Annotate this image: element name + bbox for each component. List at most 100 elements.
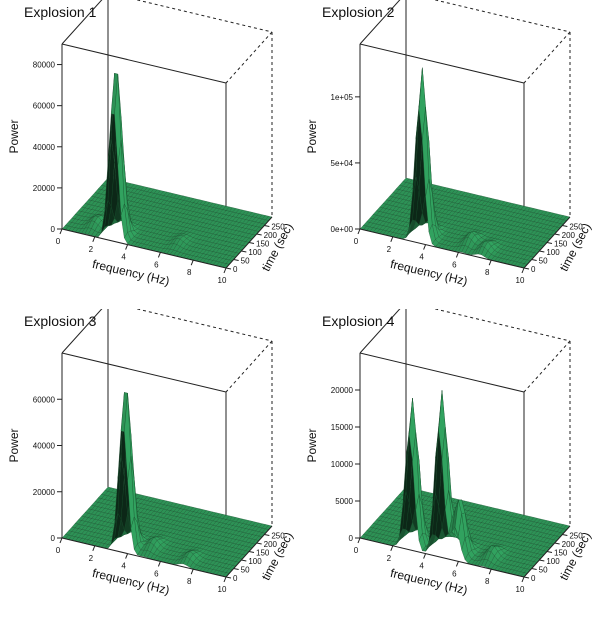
z-tick-label: 20000 xyxy=(331,386,354,395)
z-tick-label: 5e+04 xyxy=(331,159,354,168)
z-tick-label: 5000 xyxy=(335,497,353,506)
x-tick xyxy=(488,569,492,575)
z-tick-label: 20000 xyxy=(33,488,56,497)
surface-mesh xyxy=(61,392,273,578)
surface-plot-4: 0 5000 10000 15000 20000 Power 0 2 4 6 8 10 frequenc… xyxy=(305,309,594,597)
box-back-edges xyxy=(359,0,571,268)
z-tick-label: 0 xyxy=(51,534,56,543)
x-tick xyxy=(521,267,525,274)
y-tick xyxy=(546,551,553,553)
box-edge-hidden xyxy=(433,309,571,342)
y-tick xyxy=(256,542,262,545)
z-tick-label: 15000 xyxy=(331,423,354,432)
z-tick-label: 1e+05 xyxy=(331,93,354,102)
box-edge xyxy=(359,309,401,354)
x-tick xyxy=(521,576,525,583)
x-tick xyxy=(223,576,227,583)
y-tick-label: 200 xyxy=(264,540,278,549)
y-tick-label: 50 xyxy=(241,257,250,266)
x-tick xyxy=(423,553,427,559)
box-edge xyxy=(61,537,227,578)
x-tick-label: 4 xyxy=(419,253,424,262)
y-tick xyxy=(233,568,239,570)
y-tick xyxy=(264,225,270,227)
x-tick-label: 2 xyxy=(89,554,94,563)
box-edge xyxy=(359,537,525,578)
panel-explosion-2: 0e+00 5e+04 1e+05 Power 0 2 4 6 8 10 frequency (Hz… xyxy=(298,0,596,309)
z-axis: 0 20000 40000 60000 80000 Power xyxy=(7,61,62,234)
y-tick xyxy=(225,576,232,579)
x-tick xyxy=(92,545,96,551)
x-axis-label: frequency (Hz) xyxy=(91,257,171,288)
y-tick-label: 100 xyxy=(248,248,262,257)
x-tick-label: 6 xyxy=(154,260,159,269)
x-tick xyxy=(125,553,129,559)
box-edge xyxy=(359,43,525,84)
z-tick-label: 40000 xyxy=(33,442,56,451)
y-tick-label: 250 xyxy=(271,532,285,541)
box-edge xyxy=(359,228,525,269)
chart-title: Explosion 2 xyxy=(322,4,395,20)
box-edge xyxy=(359,0,401,45)
box-edge xyxy=(61,309,103,354)
x-tick-label: 2 xyxy=(387,554,392,563)
x-tick xyxy=(488,260,492,266)
y-tick-label: 200 xyxy=(562,540,576,549)
surface-plot-1: 0 20000 40000 60000 80000 Power 0 2 4 6 8 10 frequen… xyxy=(7,0,296,288)
x-tick-label: 0 xyxy=(56,237,61,246)
y-tick-label: 0 xyxy=(233,574,238,583)
x-tick xyxy=(423,244,427,250)
y-tick-label: 0 xyxy=(233,265,238,274)
x-tick xyxy=(59,537,63,544)
x-tick-label: 4 xyxy=(121,562,126,571)
panel-explosion-3: 0 20000 40000 60000 Power 0 2 4 6 8 10 frequency (H… xyxy=(0,309,298,618)
box-edge xyxy=(61,43,227,84)
surface-plot-2: 0e+00 5e+04 1e+05 Power 0 2 4 6 8 10 frequency (Hz… xyxy=(305,0,594,288)
y-tick xyxy=(264,534,270,536)
y-tick-label: 250 xyxy=(569,223,583,232)
y-tick-label: 200 xyxy=(562,231,576,240)
x-tick-label: 2 xyxy=(387,245,392,254)
x-tick xyxy=(390,236,394,242)
x-tick xyxy=(357,537,361,544)
x-tick-label: 8 xyxy=(485,268,490,277)
y-tick-label: 100 xyxy=(248,557,262,566)
y-tick-label: 100 xyxy=(546,557,560,566)
panel-explosion-4: 0 5000 10000 15000 20000 Power 0 2 4 6 8 10 frequenc… xyxy=(298,309,596,618)
x-tick-label: 8 xyxy=(187,268,192,277)
x-tick-label: 8 xyxy=(485,577,490,586)
z-axis: 0e+00 5e+04 1e+05 Power xyxy=(305,93,360,234)
y-tick-label: 200 xyxy=(264,231,278,240)
x-tick-label: 10 xyxy=(218,585,227,594)
y-tick-label: 0 xyxy=(531,574,536,583)
y-tick-label: 250 xyxy=(271,223,285,232)
z-tick-label: 80000 xyxy=(33,61,56,70)
x-tick xyxy=(190,569,194,575)
y-tick-label: 150 xyxy=(554,240,568,249)
x-tick xyxy=(223,267,227,274)
box-edge xyxy=(61,0,103,45)
z-axis: 0 20000 40000 60000 Power xyxy=(7,395,62,543)
z-tick-label: 10000 xyxy=(331,460,354,469)
x-tick xyxy=(157,252,161,258)
x-tick-label: 6 xyxy=(154,569,159,578)
surface-plot-3: 0 20000 40000 60000 Power 0 2 4 6 8 10 frequency (H… xyxy=(7,309,296,597)
y-tick-label: 0 xyxy=(531,265,536,274)
y-tick xyxy=(554,233,560,236)
z-axis-label: Power xyxy=(7,428,21,462)
box-edge-hidden xyxy=(135,309,273,342)
x-tick xyxy=(455,252,459,258)
y-tick xyxy=(248,242,255,244)
box-edge-hidden xyxy=(523,31,571,84)
surface-mesh xyxy=(61,73,273,269)
box-edge-hidden xyxy=(135,0,273,33)
y-tick-label: 150 xyxy=(256,240,270,249)
z-axis-label: Power xyxy=(7,119,21,153)
x-axis-label: frequency (Hz) xyxy=(389,257,469,288)
y-tick-label: 150 xyxy=(554,549,568,558)
chart-title: Explosion 4 xyxy=(322,313,395,329)
z-axis-label: Power xyxy=(305,119,319,153)
y-tick xyxy=(241,250,247,253)
y-tick xyxy=(523,576,530,579)
y-tick-label: 50 xyxy=(539,257,548,266)
